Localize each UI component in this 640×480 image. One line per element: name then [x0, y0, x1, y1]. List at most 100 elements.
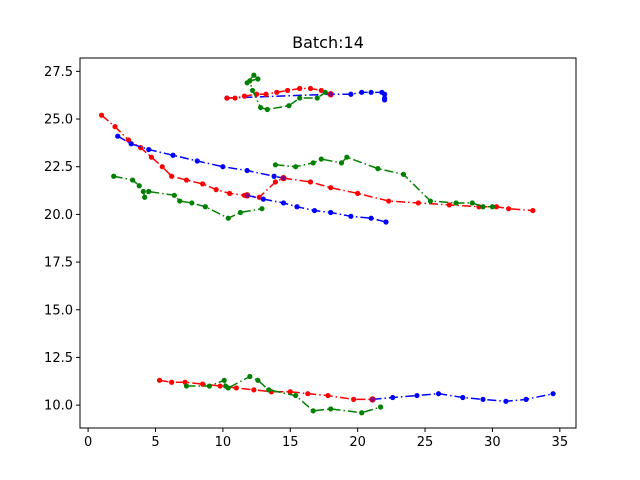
- data-point: [493, 204, 500, 210]
- x-tick-label: 35: [552, 435, 569, 450]
- data-point: [386, 198, 392, 204]
- data-point: [480, 204, 486, 210]
- data-point: [523, 396, 529, 402]
- data-point: [258, 104, 264, 111]
- junction-point: [327, 91, 334, 98]
- data-point: [328, 209, 334, 216]
- series-7: [111, 173, 265, 221]
- highlight-layer: [243, 91, 376, 403]
- data-point: [310, 160, 316, 166]
- data-point: [189, 200, 195, 206]
- data-point: [129, 177, 136, 183]
- series-3: [244, 72, 334, 113]
- series-11: [183, 373, 384, 416]
- y-axis: 10.0 12.5 15.0 17.5 20.0 22.5 25.0 27.5: [44, 65, 80, 414]
- data-point: [382, 91, 388, 97]
- data-point: [318, 156, 324, 162]
- data-point: [251, 387, 257, 393]
- data-point: [98, 112, 105, 118]
- data-point: [202, 204, 208, 210]
- data-point: [264, 106, 270, 113]
- data-point: [307, 179, 314, 185]
- junction-point: [280, 174, 287, 182]
- data-point: [194, 158, 200, 164]
- data-point: [284, 87, 291, 94]
- x-tick-label: 20: [349, 435, 366, 450]
- data-point: [344, 154, 350, 160]
- data-point: [293, 164, 299, 170]
- x-tick-label: 0: [84, 435, 92, 450]
- y-tick-label: 10.0: [44, 399, 73, 414]
- data-point: [271, 173, 277, 179]
- data-point: [415, 200, 421, 206]
- data-point: [146, 188, 152, 195]
- data-point: [169, 379, 175, 385]
- data-point: [115, 133, 121, 139]
- data-point: [311, 207, 318, 214]
- data-point: [272, 162, 279, 168]
- y-tick-label: 17.5: [44, 256, 73, 271]
- data-point: [368, 89, 374, 95]
- data-point: [142, 194, 148, 200]
- data-point: [249, 87, 256, 94]
- data-point: [136, 183, 142, 189]
- x-axis: 0 5 10 15 20 25 30 35: [84, 428, 568, 450]
- data-point: [146, 146, 152, 153]
- data-point: [390, 394, 396, 401]
- data-point: [266, 387, 272, 393]
- data-point: [232, 95, 238, 101]
- data-point: [112, 124, 118, 130]
- data-point: [469, 200, 475, 206]
- y-tick-label: 22.5: [44, 160, 73, 175]
- data-point: [375, 166, 381, 172]
- data-point: [414, 392, 420, 399]
- data-point: [460, 394, 466, 401]
- series-2: [224, 85, 334, 101]
- data-point: [274, 89, 280, 95]
- data-point: [247, 78, 253, 84]
- data-point: [156, 377, 163, 383]
- data-point: [383, 219, 389, 225]
- data-point: [286, 103, 292, 109]
- series-6: [244, 192, 389, 225]
- data-point: [159, 164, 165, 170]
- x-tick-label: 5: [151, 435, 159, 450]
- data-point: [148, 154, 155, 160]
- data-point: [400, 171, 407, 177]
- data-point: [293, 392, 299, 399]
- data-point: [435, 391, 442, 397]
- data-point: [255, 76, 261, 82]
- y-tick-label: 20.0: [44, 208, 73, 223]
- data-point: [200, 181, 206, 187]
- data-point: [503, 398, 509, 404]
- data-point: [489, 204, 496, 210]
- data-point: [237, 209, 243, 216]
- data-point: [206, 383, 212, 389]
- data-point: [213, 187, 219, 193]
- y-tick-label: 25.0: [44, 113, 73, 128]
- y-tick-label: 27.5: [44, 65, 73, 80]
- data-point: [224, 95, 230, 101]
- data-point: [251, 72, 257, 78]
- data-point: [355, 190, 361, 197]
- data-point: [217, 383, 223, 389]
- data-point: [325, 392, 331, 399]
- x-tick-label: 25: [417, 435, 434, 450]
- data-point: [171, 192, 177, 198]
- data-point: [140, 188, 146, 195]
- data-point: [280, 200, 287, 206]
- data-point: [310, 408, 316, 414]
- data-point: [359, 89, 365, 95]
- data-point: [297, 85, 303, 92]
- data-point: [183, 177, 190, 183]
- series-line: [246, 74, 331, 111]
- data-point: [225, 215, 231, 221]
- data-point: [348, 91, 354, 97]
- data-point: [227, 190, 233, 197]
- data-point: [322, 89, 328, 95]
- data-point: [256, 194, 262, 200]
- data-point: [260, 196, 266, 202]
- data-point: [348, 213, 354, 219]
- data-point: [183, 383, 190, 389]
- data-point: [220, 164, 226, 170]
